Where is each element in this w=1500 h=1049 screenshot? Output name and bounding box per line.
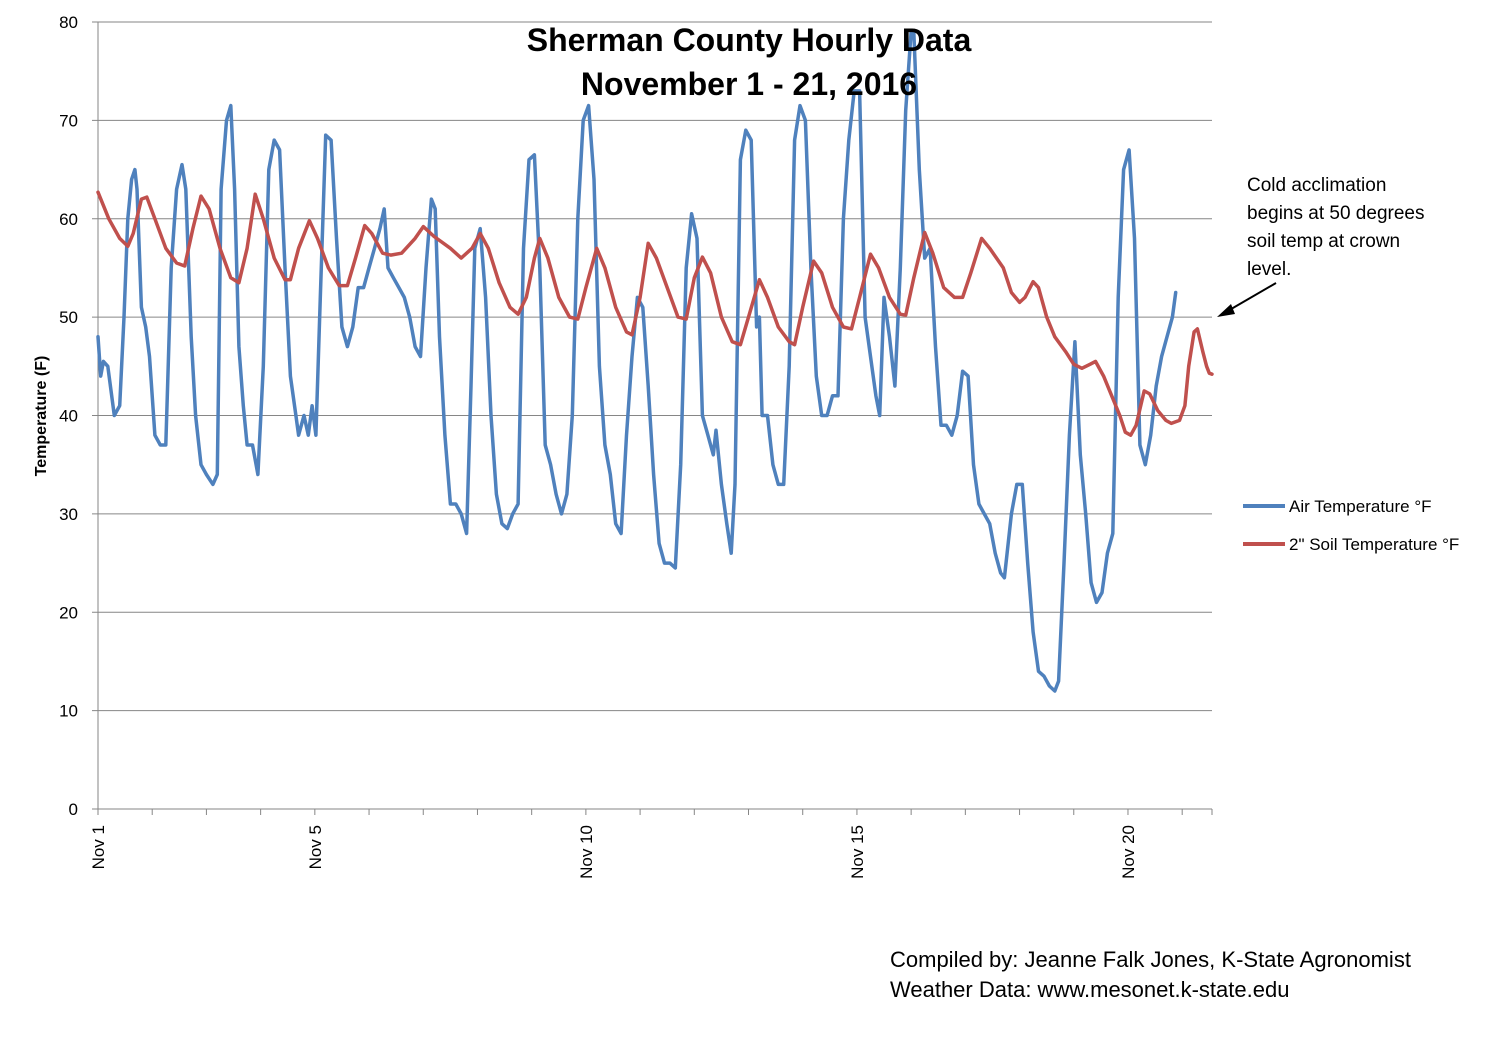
x-tick-labels: Nov 1 Nov 5 Nov 10 Nov 15 Nov 20 [89, 825, 1138, 879]
annotation-line-3: soil temp at crown [1247, 231, 1400, 252]
y-tick-label: 70 [59, 111, 78, 130]
annotation-line-4: level. [1247, 259, 1291, 280]
y-tick-label: 50 [59, 308, 78, 327]
axes [92, 21, 1213, 815]
chart-title-line-2: November 1 - 21, 2016 [581, 66, 917, 102]
soil-temperature-line [96, 190, 1214, 437]
y-tick-labels: 0 10 20 30 40 50 60 70 80 [59, 13, 78, 819]
y-tick-label: 40 [59, 407, 78, 426]
annotation-line-2: begins at 50 degrees [1247, 203, 1424, 224]
series-lines [96, 30, 1214, 693]
y-axis-label: Temperature (F) [33, 356, 50, 477]
annotation: Cold acclimation begins at 50 degrees so… [1217, 175, 1424, 317]
annotation-line-1: Cold acclimation [1247, 175, 1386, 196]
gridlines [98, 21, 1212, 712]
annotation-arrow-head [1217, 304, 1235, 317]
legend: Air Temperature °F 2" Soil Temperature °… [1243, 497, 1459, 554]
y-tick-label: 20 [59, 603, 78, 622]
air-temperature-line [96, 30, 1178, 693]
chart-title-line-1: Sherman County Hourly Data [527, 22, 972, 58]
x-tick-label: Nov 10 [577, 825, 596, 879]
credit-compiled-by: Compiled by: Jeanne Falk Jones, K-State … [890, 947, 1411, 972]
y-tick-label: 30 [59, 505, 78, 524]
legend-label-air: Air Temperature °F [1289, 497, 1432, 516]
x-tick-label: Nov 20 [1119, 825, 1138, 879]
y-tick-label: 0 [69, 800, 78, 819]
credit-weather-data: Weather Data: www.mesonet.k-state.edu [890, 977, 1289, 1002]
x-tick-label: Nov 5 [306, 825, 325, 869]
y-tick-label: 60 [59, 210, 78, 229]
y-tick-label: 80 [59, 13, 78, 32]
legend-label-soil: 2" Soil Temperature °F [1289, 535, 1459, 554]
annotation-arrow-shaft [1225, 282, 1277, 313]
x-tick-label: Nov 15 [848, 825, 867, 879]
y-tick-label: 10 [59, 702, 78, 721]
x-tick-label: Nov 1 [89, 825, 108, 869]
